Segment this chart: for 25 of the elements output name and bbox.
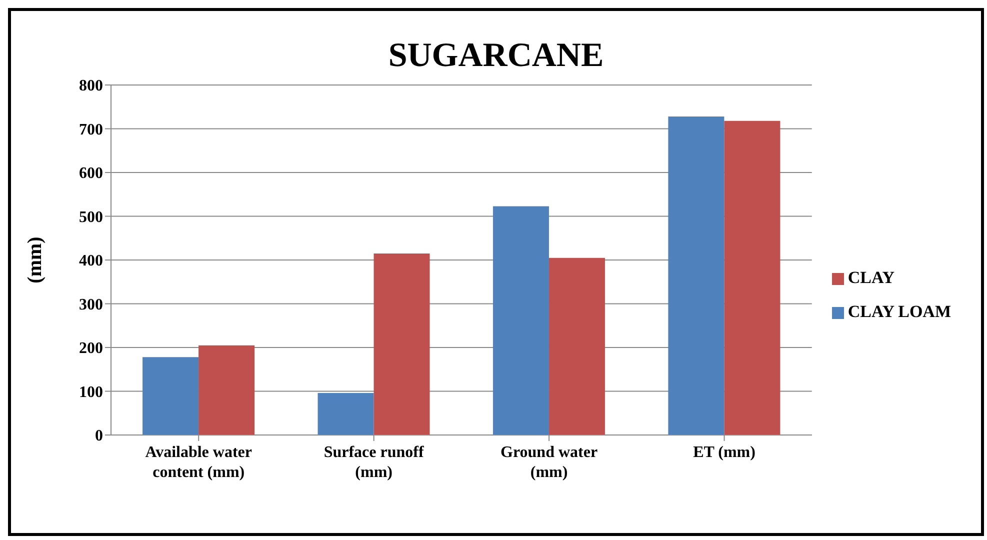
y-tick-label: 600 bbox=[79, 165, 103, 182]
bar bbox=[668, 116, 724, 435]
y-tick-label: 700 bbox=[79, 121, 103, 138]
bar bbox=[142, 357, 199, 435]
x-tick-label: Available water content (mm) bbox=[145, 444, 252, 481]
bar bbox=[724, 120, 780, 435]
y-tick-label: 100 bbox=[79, 384, 103, 401]
y-tick-label: 200 bbox=[79, 340, 103, 358]
y-tick-label: 800 bbox=[79, 78, 103, 95]
y-tick-label: 400 bbox=[79, 252, 103, 270]
chart-title: SUGARCANE bbox=[387, 37, 605, 75]
x-tick-label: Ground water (mm) bbox=[500, 444, 598, 481]
x-tick-label: ET (mm) bbox=[693, 444, 756, 461]
bar bbox=[318, 393, 374, 435]
y-tick-label: 300 bbox=[79, 296, 103, 314]
legend-label: CLAY bbox=[848, 268, 894, 287]
bar bbox=[492, 206, 549, 435]
y-axis-title: (mm) bbox=[24, 236, 46, 284]
legend-label: CLAY LOAM bbox=[848, 302, 951, 321]
bar bbox=[548, 258, 605, 435]
bar bbox=[374, 253, 430, 435]
y-tick-label: 500 bbox=[79, 208, 103, 226]
y-tick-label: 0 bbox=[95, 428, 103, 445]
bar bbox=[198, 345, 255, 435]
x-tick-label: Surface runoff (mm) bbox=[324, 444, 424, 481]
